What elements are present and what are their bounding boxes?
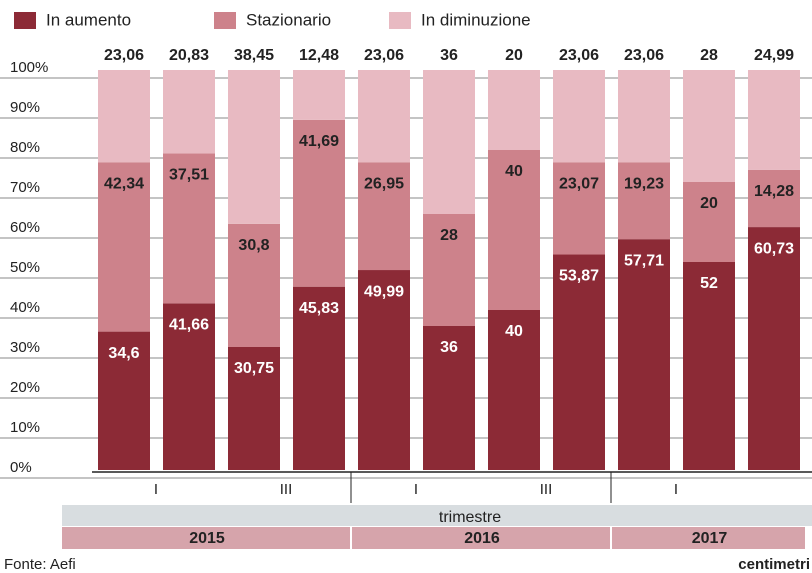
x-tick-label: I bbox=[414, 481, 418, 498]
bar-segment bbox=[618, 70, 670, 163]
data-label: 42,34 bbox=[104, 175, 144, 192]
bar-segment bbox=[163, 70, 215, 154]
data-label: 20 bbox=[505, 47, 523, 64]
y-tick-label: 100% bbox=[10, 59, 48, 76]
data-label: 30,8 bbox=[238, 237, 269, 254]
data-label: 23,06 bbox=[559, 47, 599, 64]
bar-segment bbox=[748, 227, 800, 470]
x-tick-label: I bbox=[154, 481, 158, 498]
y-tick-label: 60% bbox=[10, 219, 40, 236]
bar-segment bbox=[618, 162, 670, 240]
y-tick-label: 70% bbox=[10, 179, 40, 196]
bar-segment bbox=[423, 70, 475, 214]
bar-segment bbox=[293, 119, 345, 287]
data-label: 40 bbox=[505, 163, 523, 180]
data-label: 41,66 bbox=[169, 317, 209, 334]
data-label: 53,87 bbox=[559, 268, 599, 285]
data-label: 57,71 bbox=[624, 252, 664, 269]
bar-segment bbox=[423, 326, 475, 470]
bar-segment bbox=[163, 303, 215, 470]
year-label: 2015 bbox=[189, 530, 225, 547]
x-tick-label: I bbox=[674, 481, 678, 498]
legend-swatch bbox=[14, 12, 36, 29]
data-label: 38,45 bbox=[234, 47, 274, 64]
data-label: 20 bbox=[700, 195, 718, 212]
data-label: 45,83 bbox=[299, 300, 339, 317]
y-tick-label: 30% bbox=[10, 339, 40, 356]
y-tick-label: 0% bbox=[10, 459, 32, 476]
data-label: 14,28 bbox=[754, 183, 794, 200]
bar-segment bbox=[98, 70, 150, 163]
bar-segment bbox=[618, 239, 670, 470]
bar-segment bbox=[488, 310, 540, 470]
y-tick-label: 20% bbox=[10, 379, 40, 396]
legend-label: Stazionario bbox=[246, 10, 331, 29]
data-label: 28 bbox=[700, 47, 718, 64]
y-tick-label: 90% bbox=[10, 99, 40, 116]
data-label: 24,99 bbox=[754, 47, 794, 64]
bar-segment bbox=[683, 262, 735, 470]
x-tick-label: III bbox=[540, 481, 553, 498]
y-tick-label: 50% bbox=[10, 259, 40, 276]
bar-segment bbox=[293, 286, 345, 470]
data-label: 60,73 bbox=[754, 240, 794, 257]
y-tick-label: 40% bbox=[10, 299, 40, 316]
bar-segment bbox=[358, 162, 410, 271]
source: Fonte: Aefi bbox=[4, 556, 76, 573]
data-label: 34,6 bbox=[108, 345, 139, 362]
year-label: 2017 bbox=[692, 530, 728, 547]
legend-swatch bbox=[389, 12, 411, 29]
data-label: 19,23 bbox=[624, 175, 664, 192]
bar-segment bbox=[488, 150, 540, 310]
x-axis-label: trimestre bbox=[439, 509, 501, 526]
bar-segment bbox=[163, 153, 215, 304]
data-label: 52 bbox=[700, 275, 718, 292]
data-label: 23,06 bbox=[624, 47, 664, 64]
legend-swatch bbox=[214, 12, 236, 29]
data-label: 41,69 bbox=[299, 133, 339, 150]
bar-segment bbox=[488, 70, 540, 150]
bar-segment bbox=[98, 331, 150, 470]
bar-segment bbox=[358, 270, 410, 470]
data-label: 36 bbox=[440, 339, 458, 356]
x-tick-label: III bbox=[280, 481, 293, 498]
data-label: 30,75 bbox=[234, 360, 274, 377]
year-band bbox=[612, 527, 805, 549]
bar-segment bbox=[293, 70, 345, 120]
legend-label: In aumento bbox=[46, 10, 131, 29]
data-label: 40 bbox=[505, 323, 523, 340]
logo: centimetri bbox=[738, 556, 810, 573]
data-label: 20,83 bbox=[169, 47, 209, 64]
year-band bbox=[62, 527, 350, 549]
y-tick-label: 10% bbox=[10, 419, 40, 436]
bar-segment bbox=[358, 70, 410, 163]
data-label: 23,06 bbox=[104, 47, 144, 64]
year-label: 2016 bbox=[464, 530, 500, 547]
bar-segment bbox=[683, 70, 735, 182]
x-label-band bbox=[62, 505, 812, 526]
bar-segment bbox=[748, 169, 800, 228]
bar-segment bbox=[228, 347, 280, 470]
data-label: 23,06 bbox=[364, 47, 404, 64]
year-band bbox=[352, 527, 610, 549]
bar-segment bbox=[423, 214, 475, 326]
legend-label: In diminuzione bbox=[421, 10, 531, 29]
y-tick-label: 80% bbox=[10, 139, 40, 156]
bar-segment bbox=[553, 70, 605, 163]
bar-segment bbox=[553, 254, 605, 470]
bar-segment bbox=[228, 223, 280, 347]
data-label: 26,95 bbox=[364, 175, 404, 192]
bar-segment bbox=[553, 162, 605, 255]
data-label: 37,51 bbox=[169, 167, 209, 184]
bar-segment bbox=[228, 70, 280, 224]
bar-segment bbox=[748, 70, 800, 170]
data-label: 36 bbox=[440, 47, 458, 64]
bar-segment bbox=[98, 162, 150, 332]
bar-segment bbox=[683, 182, 735, 262]
data-label: 49,99 bbox=[364, 283, 404, 300]
data-label: 23,07 bbox=[559, 175, 599, 192]
data-label: 12,48 bbox=[299, 47, 339, 64]
data-label: 28 bbox=[440, 227, 458, 244]
